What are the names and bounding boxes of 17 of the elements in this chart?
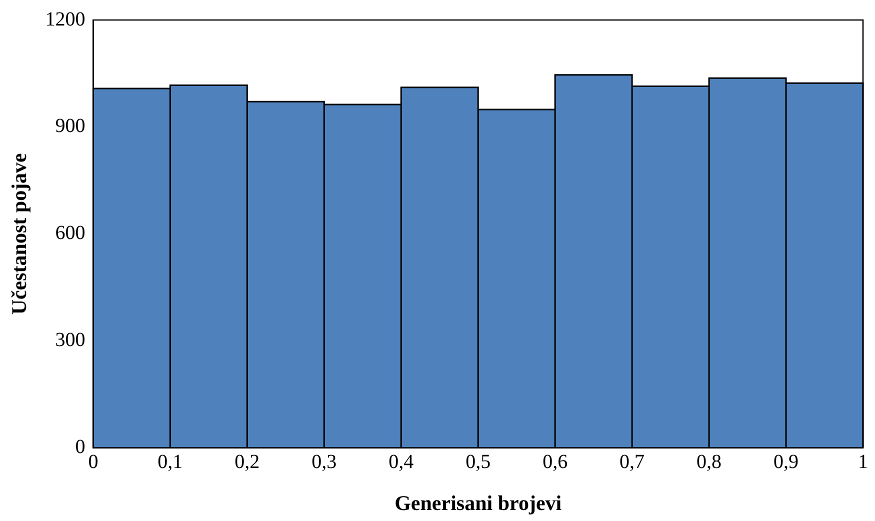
x-tick-label: 0,9 — [774, 451, 799, 474]
x-tick-label: 0,2 — [234, 451, 260, 474]
x-tick-label: 0,8 — [696, 451, 722, 474]
x-tick-label: 0,3 — [312, 451, 337, 474]
x-tick-label: 0,6 — [542, 451, 568, 474]
x-tick-label: 1 — [858, 451, 868, 474]
x-tick-label: 0,7 — [620, 451, 645, 474]
y-tick-label: 600 — [55, 222, 86, 244]
x-tick-label: 0,4 — [388, 451, 414, 474]
y-tick-label: 0 — [75, 436, 86, 458]
y-tick-label: 1200 — [45, 8, 86, 30]
y-tick-label: 300 — [55, 329, 86, 352]
y-tick-label: 900 — [55, 115, 86, 138]
x-tick-label: 0,5 — [466, 451, 491, 474]
x-tick-label: 0,1 — [158, 451, 183, 474]
y-axis-title: Učestanost pojave — [7, 153, 32, 315]
x-axis-title: Generisani brojevi — [394, 490, 562, 515]
